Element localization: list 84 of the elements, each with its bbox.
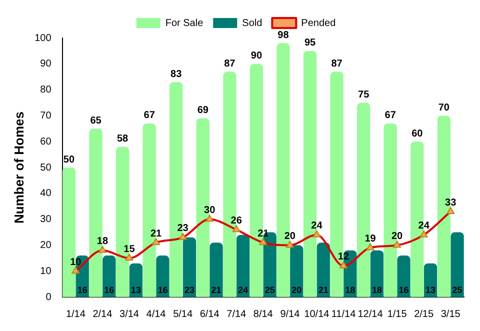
bar <box>397 256 410 297</box>
data-label: 16 <box>104 284 114 295</box>
y-tick-label: 70 <box>40 110 52 122</box>
data-label: 87 <box>331 58 343 70</box>
x-tick-label: 9/14 <box>280 308 300 320</box>
y-tick-label: 50 <box>40 162 52 174</box>
x-tick-label: 3/14 <box>120 308 140 320</box>
data-label: 65 <box>90 115 102 126</box>
data-label: 58 <box>116 134 129 145</box>
x-tick-label: 12/14 <box>358 308 384 320</box>
data-label: 30 <box>204 205 216 216</box>
legend-label: Pended <box>301 18 336 29</box>
data-label: 21 <box>211 284 222 295</box>
data-label: 60 <box>412 128 424 140</box>
legend-label: Sold <box>242 18 262 29</box>
data-label: 18 <box>96 236 108 248</box>
data-label: 50 <box>63 154 75 166</box>
data-label: 21 <box>318 284 328 295</box>
y-tick-label: 40 <box>40 188 52 200</box>
data-label: 90 <box>250 50 262 62</box>
data-label: 24 <box>418 220 430 232</box>
data-label: 69 <box>197 105 209 116</box>
data-label: 24 <box>238 284 248 295</box>
data-label: 13 <box>130 284 141 295</box>
data-label: 21 <box>258 228 270 240</box>
data-label: 83 <box>170 68 182 80</box>
bar <box>210 242 223 297</box>
data-label: 70 <box>438 102 450 114</box>
x-tick-label: 10/14 <box>304 308 330 320</box>
data-label: 67 <box>144 110 156 122</box>
data-label: 16 <box>158 284 168 295</box>
y-tick-label: 30 <box>40 214 52 226</box>
data-label: 23 <box>177 223 189 234</box>
data-label: 20 <box>391 230 404 242</box>
x-tick-label: 1/14 <box>66 308 86 320</box>
data-label: 75 <box>358 90 370 100</box>
bar <box>290 245 304 297</box>
data-label: 16 <box>398 284 409 295</box>
y-tick-label: 10 <box>40 266 52 277</box>
data-label: 98 <box>278 30 290 41</box>
x-tick-label: 5/14 <box>173 308 193 320</box>
y-tick-label: 100 <box>34 32 52 44</box>
data-label: 26 <box>230 215 242 226</box>
bar <box>182 237 196 297</box>
x-tick-label: 8/14 <box>253 308 274 320</box>
bar <box>316 242 330 297</box>
legend-label: For Sale <box>165 18 204 29</box>
bar <box>102 256 116 297</box>
x-tick-label: 2/14 <box>92 308 113 320</box>
data-label: 87 <box>224 58 236 70</box>
data-label: 19 <box>364 234 376 245</box>
x-tick-label: 6/14 <box>200 308 220 320</box>
data-label: 24 <box>311 220 323 232</box>
data-label: 33 <box>445 197 457 208</box>
data-label: 20 <box>284 230 296 242</box>
bar <box>370 250 384 297</box>
data-label: 20 <box>292 284 302 295</box>
y-tick-label: 90 <box>40 58 52 70</box>
x-tick-label: 4/14 <box>146 308 166 320</box>
y-axis-title: Number of Homes <box>11 112 26 224</box>
x-tick-label: 2/15 <box>414 308 434 320</box>
data-label: 18 <box>372 284 382 295</box>
data-label: 21 <box>150 228 162 240</box>
y-tick-label: 60 <box>40 136 52 148</box>
data-label: 18 <box>345 284 356 295</box>
y-tick-label: 80 <box>40 84 52 96</box>
x-tick-label: 11/14 <box>331 308 356 320</box>
x-tick-label: 3/15 <box>440 308 461 320</box>
bar <box>156 256 170 297</box>
bar <box>450 232 464 297</box>
data-label: 16 <box>77 284 88 295</box>
data-label: 15 <box>124 244 136 255</box>
bar <box>424 263 438 297</box>
x-tick-label: 7/14 <box>226 308 247 320</box>
data-label: 67 <box>384 110 396 122</box>
y-tick-label: 0 <box>46 292 52 303</box>
y-tick-label: 20 <box>40 240 52 251</box>
data-label: 25 <box>452 284 462 295</box>
data-label: 23 <box>184 284 194 295</box>
x-tick-label: 1/15 <box>387 308 408 320</box>
bar <box>236 234 250 297</box>
data-label: 25 <box>264 284 275 295</box>
data-label: 13 <box>426 284 436 295</box>
data-label: 95 <box>304 38 316 49</box>
